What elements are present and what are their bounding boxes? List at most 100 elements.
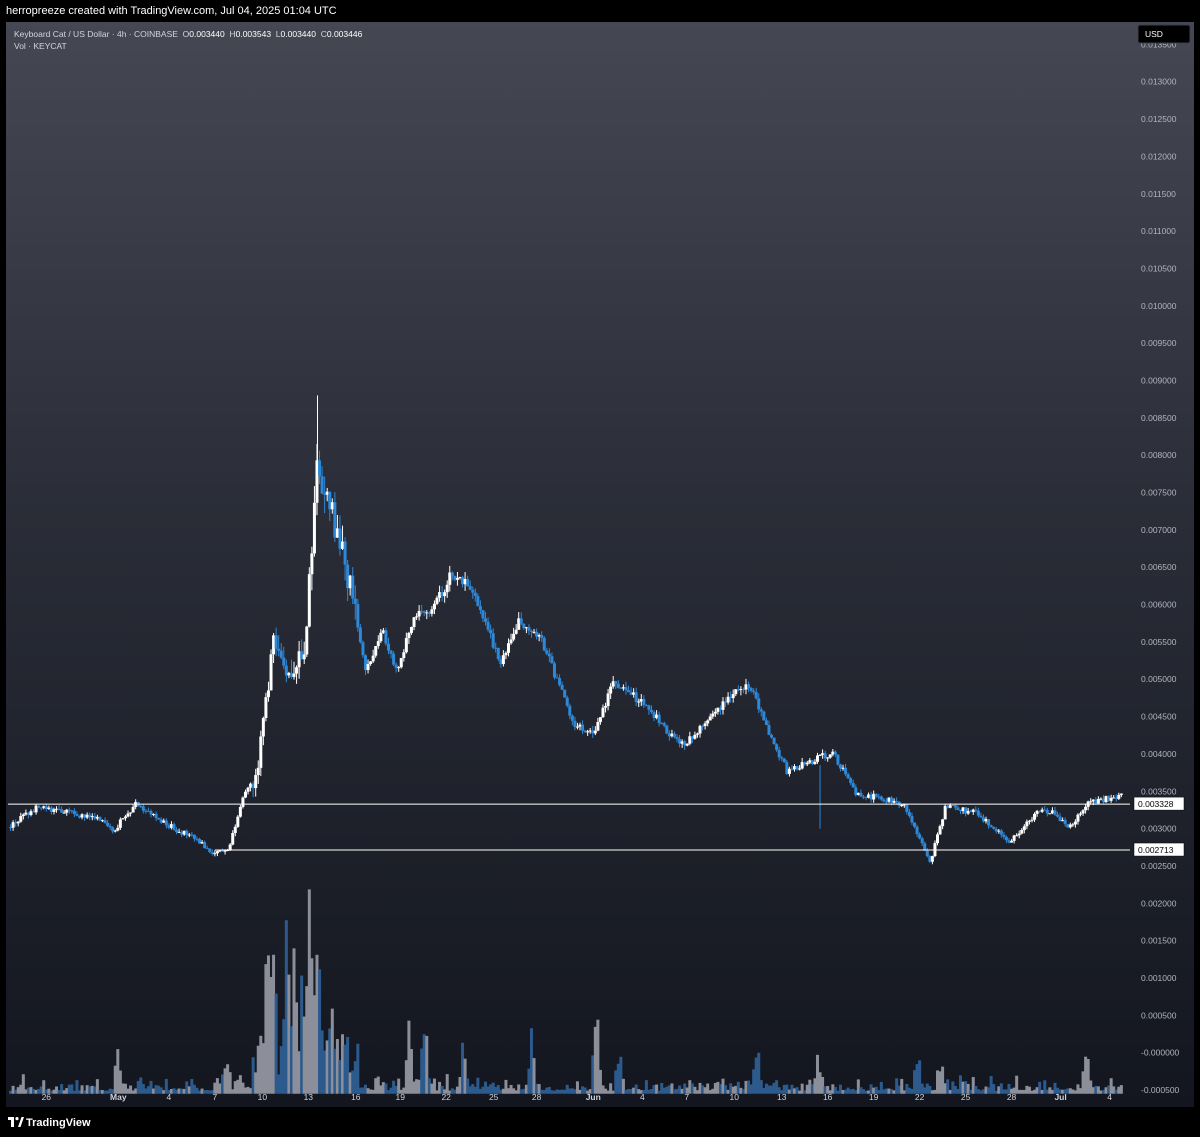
candle-body [1079,813,1083,815]
candle-body [665,725,669,734]
candle-body [282,657,286,666]
volume-bar [507,1088,511,1094]
candle-body [1027,820,1031,822]
candle-body [624,687,628,691]
volume-bar [1063,1089,1067,1094]
candle-body [849,778,853,784]
currency-box [1137,24,1191,44]
price-tick-label: 0.007000 [1141,525,1177,535]
candle-body [249,783,253,788]
volume-bar [895,1078,899,1094]
time-tick-label: 22 [915,1092,925,1102]
volume-bar [42,1080,46,1094]
candle-body [341,541,345,549]
candle-body [238,806,242,817]
candle-body [476,595,480,607]
volume-bar [905,1084,909,1094]
volume-bar [205,1089,209,1094]
volume-bar [210,1090,214,1094]
candle-body [741,689,745,691]
candle-body [241,797,245,807]
candle-body [928,856,932,862]
candle-body [9,827,13,829]
volume-bar [933,1089,937,1094]
candle-body [821,753,825,755]
volume-bar [374,1078,378,1094]
candle-body [1073,821,1077,825]
candle-body [300,651,304,660]
candle-body [499,659,503,665]
volume-bar [1048,1087,1052,1094]
candle-body [203,842,207,849]
candle-body [606,693,610,707]
candle-body [210,852,214,854]
volume-bar [793,1088,797,1094]
candle-body [376,641,380,647]
volume-bar [1094,1085,1098,1094]
volume-bar [154,1085,158,1094]
tradingview-logo-icon[interactable] [8,1117,24,1127]
candle-body [438,592,442,598]
volume-bar [277,1074,281,1094]
candle-body [560,684,564,690]
volume-bar [987,1087,991,1094]
volume-bar [300,975,304,1094]
candle-body [1002,834,1006,838]
volume-bar [1084,1056,1088,1094]
time-tick-label: 28 [1007,1092,1017,1102]
volume-bar [1045,1089,1049,1094]
volume-bar [540,1089,544,1094]
candle-body [351,575,355,599]
volume-bar [402,1087,406,1094]
volume-bar [593,1026,597,1094]
candle-body [305,626,309,655]
candle-body [1012,835,1016,841]
candle-body [504,652,508,656]
volume-bar [501,1088,505,1094]
volume-bar [920,1083,924,1094]
candle-body [1007,840,1011,843]
volume-bar [297,1051,301,1094]
candle-body [517,618,521,630]
volume-bar [1033,1089,1037,1094]
volume-bar [644,1080,648,1094]
price-tick-label: 0.006000 [1141,600,1177,610]
volume-bar [864,1090,868,1094]
time-tick-label: 13 [304,1092,314,1102]
candle-body [49,807,53,812]
candle-body [519,618,523,624]
candle-body [213,853,217,855]
candle-body [647,705,651,710]
volume-bar [512,1088,516,1094]
price-tick-label: 0.002000 [1141,898,1177,908]
volume-bar [272,954,276,1094]
candle-body [856,792,860,795]
candle-body [532,631,536,633]
candle-body [657,714,661,724]
volume-bar [1017,1089,1021,1094]
volume-bar [994,1090,998,1094]
candle-body [639,699,643,702]
volume-bar [146,1086,150,1094]
candle-body [1025,821,1029,827]
volume-bar [251,1057,255,1094]
candle-body [144,810,148,812]
volume-bar [453,1089,457,1094]
volume-bar [823,1086,827,1094]
volume-bar [292,948,296,1094]
volume-bar [611,1090,615,1094]
candle-body [1081,810,1085,814]
candle-body [703,723,707,727]
time-tick-label: 4 [167,1092,172,1102]
candle-body [1091,799,1095,802]
volume-bar [1020,1089,1024,1094]
candle-body [440,592,444,597]
volume-bar [198,1090,202,1094]
volume-bar [637,1089,641,1094]
volume-bar [716,1081,720,1094]
volume-bar [1109,1078,1113,1094]
candle-body [864,796,868,798]
candle-body [481,610,485,619]
candle-body [67,809,71,811]
